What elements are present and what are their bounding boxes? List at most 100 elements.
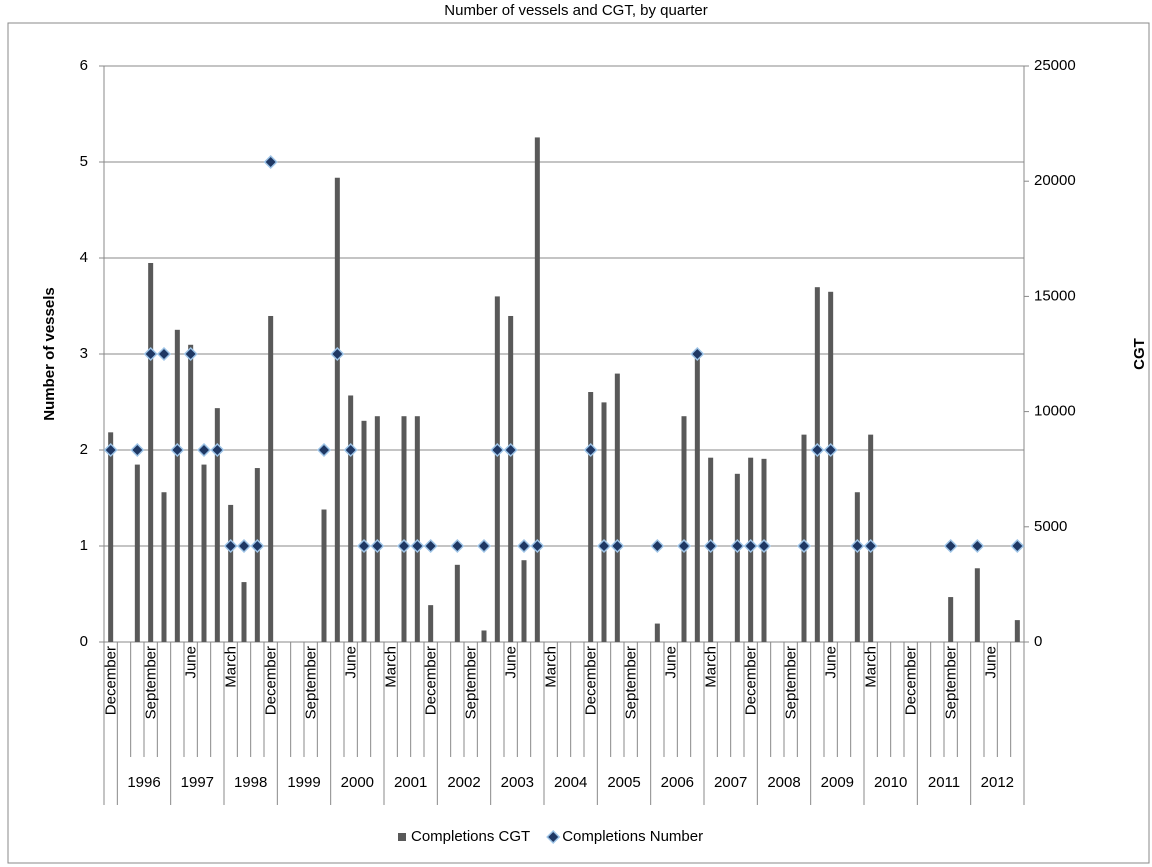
marker (650, 538, 665, 554)
marker (610, 538, 625, 554)
y-tick-label: 1 (80, 537, 88, 554)
bar (454, 564, 460, 642)
marker (476, 538, 492, 554)
bar (401, 416, 407, 642)
y-tick-label: 3 (80, 345, 88, 362)
bar (108, 432, 114, 642)
x-tick-label: September (303, 646, 320, 719)
marker (530, 538, 545, 554)
marker (236, 538, 252, 554)
x-group-label: 2000 (341, 774, 374, 791)
bar (854, 492, 860, 642)
y-tick-label: 2 (80, 441, 88, 458)
x-tick-label: December (743, 646, 760, 715)
x-tick-label: June (663, 646, 680, 679)
y2-tick-label: 25000 (1034, 57, 1076, 74)
bar (321, 509, 327, 642)
bar (601, 402, 607, 642)
bar (614, 373, 620, 642)
marker (676, 538, 692, 554)
bar (1014, 620, 1020, 642)
bar (734, 473, 740, 642)
marker (143, 346, 158, 362)
x-group-label: 2006 (661, 774, 694, 791)
legend-label: Completions CGT (411, 828, 530, 845)
y2-tick-label: 15000 (1034, 287, 1076, 304)
marker (1010, 538, 1025, 554)
marker (756, 538, 772, 554)
marker (210, 442, 225, 458)
marker (343, 442, 358, 458)
y-tick-label: 0 (80, 633, 88, 650)
marker (583, 442, 598, 458)
bar (948, 597, 954, 642)
bar (348, 395, 354, 642)
marker (223, 538, 238, 554)
marker (316, 442, 332, 458)
x-tick-label: September (783, 646, 800, 719)
x-tick-label: June (503, 646, 520, 679)
bar (494, 296, 500, 642)
x-group-label: 1996 (127, 774, 160, 791)
y-tick-label: 6 (80, 57, 88, 74)
x-group-label: 2005 (607, 774, 640, 791)
chart-title: Number of vessels and CGT, by quarter (444, 2, 707, 19)
marker (103, 442, 118, 458)
x-group-label: 2009 (821, 774, 854, 791)
bar (361, 420, 367, 642)
x-tick-label: March (223, 646, 240, 688)
marker (970, 538, 985, 554)
marker (250, 538, 265, 554)
bar (241, 582, 247, 642)
bar (228, 504, 234, 642)
marker (450, 538, 465, 554)
x-tick-label: March (383, 646, 400, 688)
x-group-label: 1999 (287, 774, 320, 791)
x-group-label: 2003 (501, 774, 534, 791)
x-tick-label: December (423, 646, 440, 715)
marker (703, 538, 718, 554)
marker (810, 442, 825, 458)
marker (796, 538, 812, 554)
y2-tick-label: 20000 (1034, 172, 1076, 189)
bar (828, 291, 834, 642)
marker (330, 346, 345, 362)
bar (681, 416, 687, 642)
x-tick-label: March (863, 646, 880, 688)
x-group-label: 2010 (874, 774, 907, 791)
x-tick-label: September (463, 646, 480, 719)
x-group-label: 2002 (447, 774, 480, 791)
bar (188, 344, 194, 642)
bar (134, 464, 140, 642)
x-group-label: 2008 (767, 774, 800, 791)
x-tick-label: September (943, 646, 960, 719)
bar (508, 315, 514, 642)
bar (414, 416, 420, 642)
bar (268, 315, 274, 642)
bar (148, 262, 154, 642)
bar (161, 492, 167, 642)
marker (130, 442, 145, 458)
x-tick-label: June (183, 646, 200, 679)
marker (396, 538, 412, 554)
bar (801, 434, 807, 642)
bar (654, 623, 660, 642)
y-tick-label: 4 (80, 249, 88, 266)
x-group-label: 2007 (714, 774, 747, 791)
bar (974, 568, 980, 642)
x-tick-label: December (903, 646, 920, 715)
marker (490, 442, 505, 458)
marker (356, 538, 372, 554)
marker (516, 538, 532, 554)
marker (423, 538, 438, 554)
bar (694, 349, 700, 642)
x-group-label: 2001 (394, 774, 427, 791)
bar (334, 177, 340, 642)
marker (170, 442, 185, 458)
x-tick-label: December (583, 646, 600, 715)
x-tick-label: September (143, 646, 160, 719)
marker (730, 538, 745, 554)
marker (850, 538, 865, 554)
